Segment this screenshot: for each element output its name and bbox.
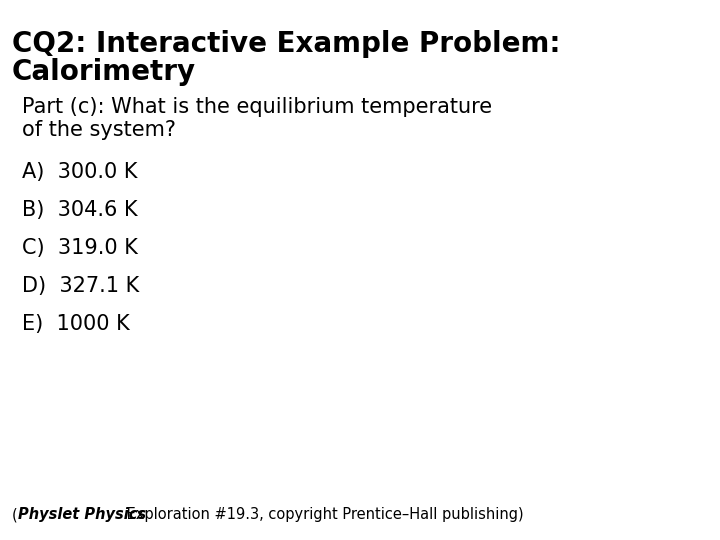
Text: Exploration #19.3, copyright Prentice–Hall publishing): Exploration #19.3, copyright Prentice–Ha… [122, 507, 523, 522]
Text: CQ2: Interactive Example Problem:: CQ2: Interactive Example Problem: [12, 30, 560, 58]
Text: C)  319.0 K: C) 319.0 K [22, 238, 138, 258]
Text: D)  327.1 K: D) 327.1 K [22, 276, 139, 296]
Text: of the system?: of the system? [22, 120, 176, 140]
Text: Physlet Physics: Physlet Physics [18, 507, 146, 522]
Text: Calorimetry: Calorimetry [12, 58, 196, 86]
Text: (: ( [12, 507, 18, 522]
Text: E)  1000 K: E) 1000 K [22, 314, 130, 334]
Text: A)  300.0 K: A) 300.0 K [22, 162, 138, 182]
Text: B)  304.6 K: B) 304.6 K [22, 200, 138, 220]
Text: Part (c): What is the equilibrium temperature: Part (c): What is the equilibrium temper… [22, 97, 492, 117]
